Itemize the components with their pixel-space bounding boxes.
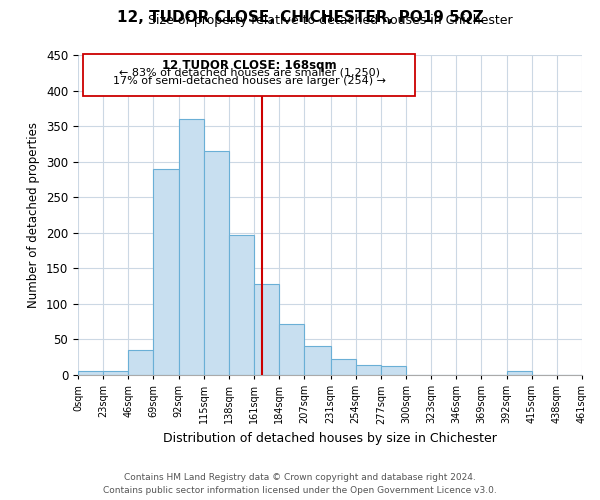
Bar (179, 119, 204, 375)
Bar (279, 324, 304, 375)
Bar (128, 350, 154, 375)
Bar (304, 346, 331, 375)
Title: Size of property relative to detached houses in Chichester: Size of property relative to detached ho… (148, 14, 512, 28)
Y-axis label: Number of detached properties: Number of detached properties (28, 122, 40, 308)
Text: ← 83% of detached houses are smaller (1,250): ← 83% of detached houses are smaller (1,… (119, 68, 380, 78)
FancyBboxPatch shape (83, 54, 415, 96)
Bar (204, 151, 229, 375)
Text: 12, TUDOR CLOSE, CHICHESTER, PO19 5QZ: 12, TUDOR CLOSE, CHICHESTER, PO19 5QZ (116, 10, 484, 25)
Bar (381, 366, 406, 375)
Text: 17% of semi-detached houses are larger (254) →: 17% of semi-detached houses are larger (… (113, 76, 386, 86)
Bar (154, 169, 179, 375)
Bar (356, 365, 381, 375)
Bar (506, 372, 532, 375)
Bar (103, 372, 128, 375)
Bar (331, 360, 356, 375)
Text: Contains HM Land Registry data © Crown copyright and database right 2024.
Contai: Contains HM Land Registry data © Crown c… (103, 473, 497, 495)
Bar (229, 235, 254, 375)
Text: 12 TUDOR CLOSE: 168sqm: 12 TUDOR CLOSE: 168sqm (162, 58, 337, 71)
Bar (254, 284, 279, 375)
Bar (78, 372, 103, 375)
X-axis label: Distribution of detached houses by size in Chichester: Distribution of detached houses by size … (163, 432, 497, 445)
